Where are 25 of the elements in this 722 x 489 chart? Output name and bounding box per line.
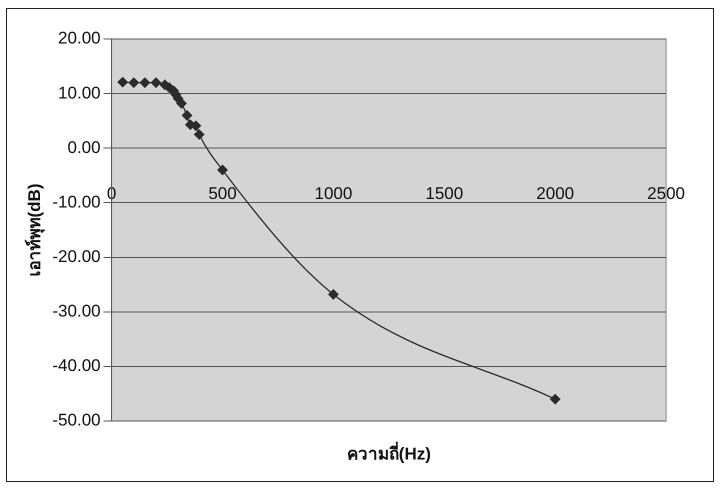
y-tick-label: -50.00: [52, 410, 101, 430]
y-tick-label: 20.00: [58, 28, 101, 48]
x-tick-label: 500: [208, 184, 237, 204]
point: [128, 78, 139, 88]
point: [176, 98, 187, 109]
y-tick-label: -10.00: [52, 192, 101, 212]
point: [217, 164, 228, 176]
point: [182, 110, 192, 121]
point: [194, 129, 204, 140]
x-axis-title: ความถี่(Hz): [346, 442, 431, 464]
point: [140, 78, 150, 88]
x-tick-label: 1000: [314, 184, 352, 204]
point: [328, 289, 339, 300]
x-tick-label: 2500: [647, 184, 686, 204]
point: [550, 394, 560, 404]
y-axis-title: เอาท์พุท(dB): [24, 184, 45, 276]
point: [150, 78, 162, 88]
y-tick-label: -30.00: [52, 302, 101, 321]
y-tick-label: 10.00: [58, 83, 101, 102]
x-tick-label: 2000: [536, 184, 574, 204]
point: [118, 76, 128, 88]
y-tick-label: -40.00: [52, 356, 101, 376]
y-tick-label: 0.00: [68, 138, 101, 157]
y-tick-label: -20.00: [52, 246, 101, 266]
x-tick-label: 1500: [425, 184, 464, 204]
